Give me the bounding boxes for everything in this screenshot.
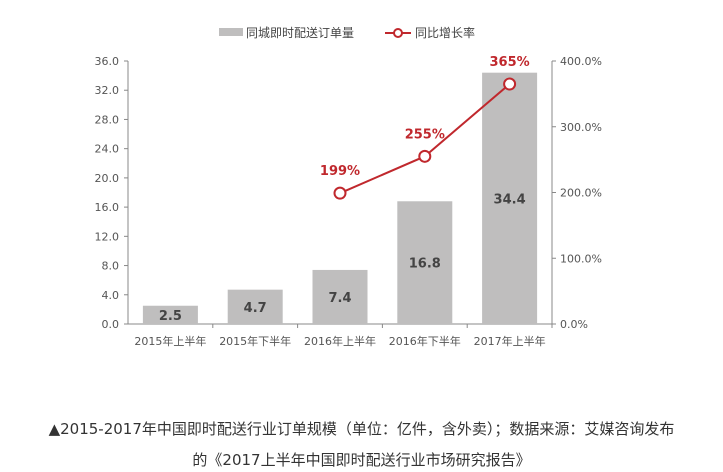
chart: 0.0 4.0 8.0 12.0 16.0 20.0 24.0 28.0 32.0 36.0 0.0… xyxy=(95,25,602,348)
left-tick-label: 32.0 xyxy=(95,84,120,97)
x-tick-label: 2015年上半年 xyxy=(134,334,206,348)
bar xyxy=(312,269,368,324)
legend-line-label: 同比增长率 xyxy=(415,25,475,40)
x-tick-label: 2017年上半年 xyxy=(474,334,546,348)
growth-point xyxy=(333,186,347,200)
x-tick-label: 2016年上半年 xyxy=(304,334,376,348)
left-tick-label: 12.0 xyxy=(95,230,120,243)
right-tick-label: 200.0% xyxy=(560,187,602,200)
left-tick-label: 28.0 xyxy=(95,113,120,126)
bar xyxy=(142,305,198,324)
bar xyxy=(397,201,453,324)
x-tick-label: 2015年下半年 xyxy=(219,334,291,348)
right-tick-label: 0.0% xyxy=(560,318,588,331)
left-tick-label: 36.0 xyxy=(95,55,120,68)
left-tick-label: 8.0 xyxy=(102,260,120,273)
bar-data-label: 34.4 xyxy=(494,192,526,207)
growth-point xyxy=(503,77,517,91)
legend-bar-swatch xyxy=(219,28,243,36)
caption-line-2: 的《2017上半年中国即时配送行业市场研究报告》 xyxy=(192,451,531,469)
bar-data-label: 2.5 xyxy=(159,309,182,324)
legend-bar-label: 同城即时配送订单量 xyxy=(246,25,354,40)
bar xyxy=(482,72,538,324)
growth-data-label: 255% xyxy=(405,127,445,142)
x-tick-label: 2016年下半年 xyxy=(389,334,461,348)
left-tick-label: 4.0 xyxy=(102,289,120,302)
left-tick-label: 20.0 xyxy=(95,172,120,185)
bar-data-label: 7.4 xyxy=(328,291,351,306)
growth-data-label: 365% xyxy=(490,55,530,70)
bar-data-label: 16.8 xyxy=(409,257,441,272)
caption-line-1: ▲2015-2017年中国即时配送行业订单规模（单位：亿件，含外卖）；数据来源：… xyxy=(48,420,675,438)
growth-data-label: 199% xyxy=(320,164,360,179)
legend-line-marker xyxy=(393,28,403,38)
right-tick-label: 100.0% xyxy=(560,252,602,265)
growth-point xyxy=(418,149,432,163)
bar xyxy=(227,289,283,324)
left-tick-label: 24.0 xyxy=(95,143,120,156)
right-tick-label: 300.0% xyxy=(560,121,602,134)
bar-data-label: 4.7 xyxy=(244,301,267,316)
left-tick-label: 16.0 xyxy=(95,201,120,214)
right-tick-label: 400.0% xyxy=(560,55,602,68)
left-tick-label: 0.0 xyxy=(102,318,120,331)
